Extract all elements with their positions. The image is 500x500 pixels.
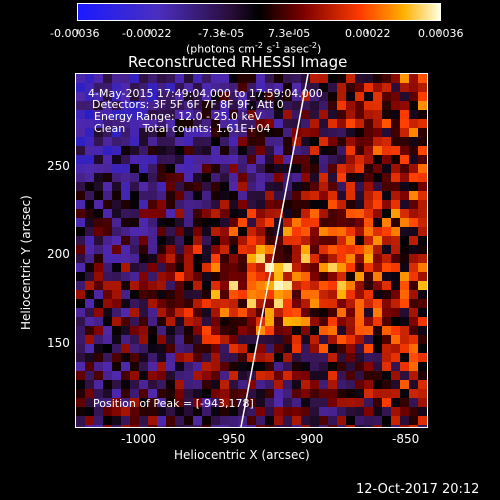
info-energy: Energy Range: 12.0 - 25.0 keV <box>94 110 262 123</box>
y-tick-label: 250 <box>47 159 70 173</box>
colorbar-tick-label: -0.00036 <box>50 27 100 40</box>
colorbar <box>77 3 441 21</box>
y-tick-label: 150 <box>47 336 70 350</box>
plot-title: Reconstructed RHESSI Image <box>128 53 348 71</box>
colorbar-tick-label: 0.00022 <box>345 27 391 40</box>
info-time-range: 4-May-2015 17:49:04.000 to 17:59:04.000 <box>88 87 323 100</box>
x-tick-label: -850 <box>392 432 420 446</box>
colorbar-tick-label: -7.3e-05 <box>198 27 245 40</box>
colorbar-gradient <box>78 4 440 20</box>
info-detectors: Detectors: 3F 5F 6F 7F 8F 9F, Att 0 <box>92 98 284 111</box>
x-tick-label: -900 <box>296 432 324 446</box>
colorbar-unit: (photons cm-2 s-1 asec-2) <box>186 41 322 56</box>
colorbar-ticks <box>77 20 441 34</box>
info-clean: Clean Total counts: 1.61E+04 <box>94 122 271 135</box>
image-canvas <box>76 74 427 427</box>
limb-line <box>240 74 309 427</box>
x-tick-label: -1000 <box>121 432 156 446</box>
colorbar-tick-label: 0.00036 <box>418 27 464 40</box>
footer-timestamp: 12-Oct-2017 20:12 <box>356 482 480 497</box>
colorbar-tick-label: 7.3e-05 <box>268 27 311 40</box>
y-tick-label: 200 <box>47 247 70 261</box>
rhessi-image <box>75 73 428 428</box>
colorbar-tick-label: -0.00022 <box>122 27 172 40</box>
x-tick-label: -950 <box>218 432 246 446</box>
x-axis-label: Heliocentric X (arcsec) <box>174 448 310 462</box>
peak-position: Position of Peak = [-943,178] <box>93 397 254 410</box>
y-axis-label: Heliocentric Y (arcsec) <box>19 195 33 330</box>
